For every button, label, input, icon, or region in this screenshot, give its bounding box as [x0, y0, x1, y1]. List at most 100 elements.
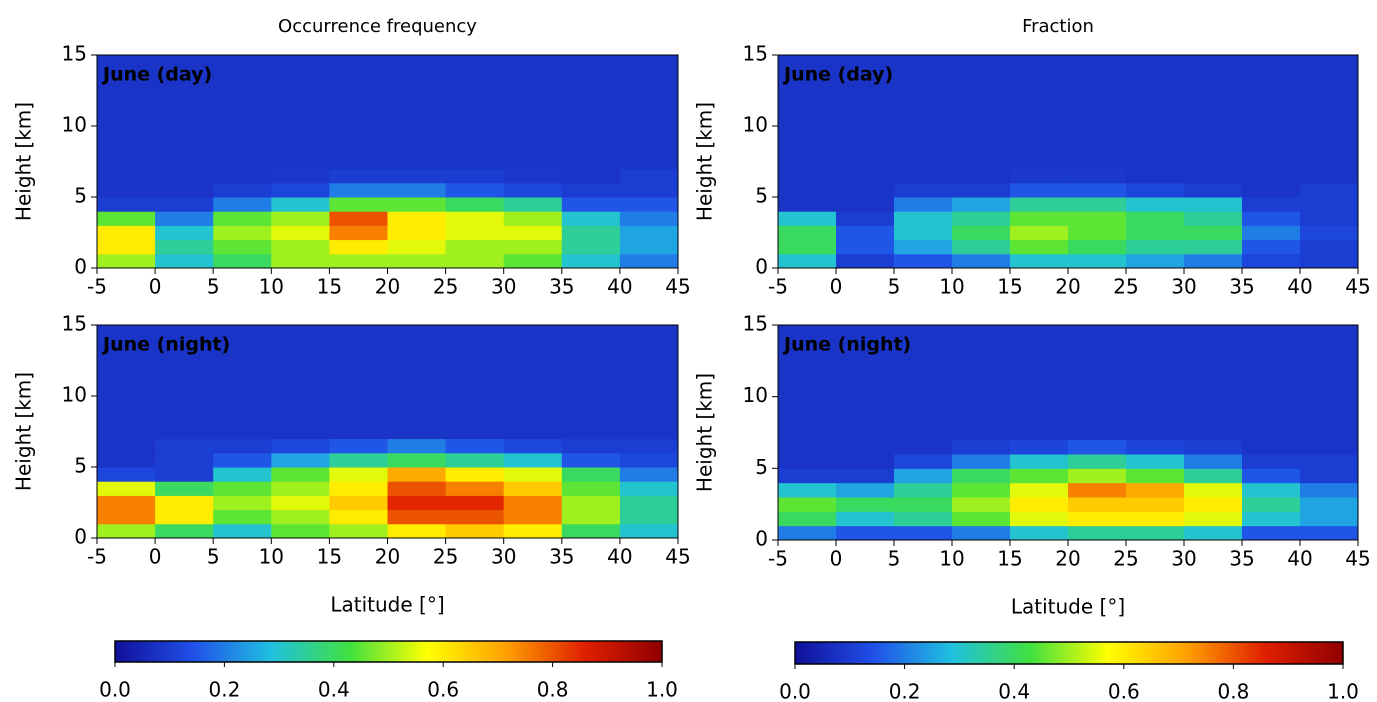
heat-cell — [1126, 439, 1185, 455]
heat-cell — [952, 211, 1011, 226]
heat-cell — [1242, 511, 1301, 527]
heat-cell — [445, 452, 505, 468]
colorbar-tick-label: 0.4 — [318, 678, 350, 702]
heat-cell — [952, 454, 1011, 469]
heat-cell — [1068, 239, 1127, 255]
heat-cell — [561, 225, 621, 241]
heat-cell — [329, 481, 388, 496]
heat-cell — [619, 452, 679, 468]
heat-cell — [1068, 197, 1127, 212]
heat-cell — [1126, 211, 1185, 226]
heat-cell — [894, 239, 953, 255]
heat-cell — [778, 454, 837, 469]
heat-cell — [387, 495, 447, 511]
heat-cell — [387, 225, 447, 241]
heat-cell — [952, 325, 1011, 441]
x-tick-label: 15 — [997, 275, 1022, 299]
heat-cell — [561, 168, 621, 184]
y-axis-label: Height [km] — [693, 102, 717, 221]
heat-cell — [561, 495, 621, 511]
heat-cell — [619, 253, 679, 269]
heat-cell — [1242, 211, 1301, 226]
heat-cell — [155, 509, 214, 525]
heat-cell — [836, 55, 895, 170]
heat-cell — [271, 253, 330, 269]
heat-cell — [155, 452, 214, 468]
heat-cell — [1184, 197, 1243, 212]
heat-cell — [1242, 497, 1301, 512]
heat-cell — [1126, 253, 1185, 269]
heat-cell — [97, 495, 156, 511]
x-tick-label: 10 — [259, 545, 284, 569]
heat-cell — [1184, 211, 1243, 226]
x-tick-label: 35 — [549, 545, 574, 569]
heat-cell — [619, 182, 679, 198]
heat-cell — [1068, 55, 1127, 170]
heat-cell — [387, 325, 447, 440]
heat-cell — [1010, 468, 1069, 484]
heat-cell — [213, 467, 272, 482]
heat-cell — [1242, 225, 1301, 241]
heat-cell — [836, 168, 895, 184]
panel-label: June (day) — [101, 64, 212, 86]
heat-cell — [1010, 325, 1069, 441]
heat-cell — [1126, 497, 1185, 512]
x-tick-label: 5 — [207, 275, 220, 299]
heat-cell — [952, 511, 1011, 527]
heat-cell — [97, 253, 156, 269]
y-tick-label: 5 — [755, 184, 768, 208]
heat-cell — [445, 467, 505, 482]
y-axis-label: Height [km] — [693, 373, 717, 492]
heat-cell — [445, 239, 505, 255]
panel-label: June (day) — [782, 64, 893, 86]
heat-cell — [619, 168, 679, 184]
heat-cell — [213, 182, 272, 198]
heat-cell — [1068, 325, 1127, 441]
colorbar-tick-label: 1.0 — [646, 678, 678, 702]
heat-cell — [213, 225, 272, 241]
colorbar-tick-label: 0.6 — [427, 678, 459, 702]
column-title: Fraction — [1022, 16, 1094, 37]
y-tick-label: 10 — [62, 383, 87, 407]
heat-cell — [329, 211, 388, 226]
x-tick-label: 25 — [1113, 547, 1138, 571]
x-tick-label: -5 — [87, 275, 107, 299]
heat-cell — [1184, 525, 1243, 541]
heat-cell — [561, 55, 621, 170]
heat-cell — [271, 452, 330, 468]
heat-cell — [213, 523, 272, 539]
heat-cell — [445, 509, 505, 525]
heat-cell — [778, 468, 837, 484]
x-tick-label: 5 — [888, 547, 901, 571]
x-tick-label: 0 — [149, 545, 162, 569]
heat-cell — [952, 497, 1011, 512]
y-tick-label: 10 — [62, 113, 87, 137]
heat-cell — [97, 452, 156, 468]
x-tick-label: 0 — [149, 275, 162, 299]
heat-cell — [894, 454, 953, 469]
heat-cell — [329, 239, 388, 255]
heat-cell — [778, 239, 837, 255]
heat-cell — [778, 225, 837, 241]
x-tick-label: 20 — [1055, 547, 1080, 571]
heat-cell — [1068, 468, 1127, 484]
heat-cell — [271, 182, 330, 198]
heat-cell — [155, 467, 214, 482]
x-tick-label: 10 — [939, 275, 964, 299]
heat-cell — [155, 182, 214, 198]
heat-cell — [329, 225, 388, 241]
heat-cell — [561, 182, 621, 198]
heat-cell — [778, 497, 837, 512]
x-axis-label: Latitude [°] — [1011, 595, 1125, 619]
heat-cell — [97, 467, 156, 482]
heat-cell — [836, 325, 895, 441]
y-tick-label: 5 — [74, 184, 87, 208]
heat-cell — [561, 438, 621, 454]
heat-cell — [503, 495, 563, 511]
y-tick-label: 10 — [743, 383, 768, 407]
heat-cell — [619, 239, 679, 255]
heat-cell — [213, 197, 272, 212]
heat-cell — [1068, 211, 1127, 226]
heat-cell — [155, 481, 214, 496]
